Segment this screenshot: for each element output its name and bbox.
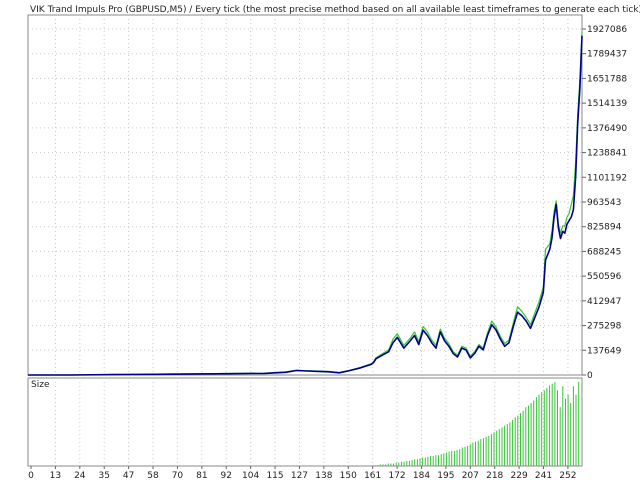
x-tick-label: 58 — [147, 471, 159, 480]
y-tick-label: 550596 — [587, 272, 622, 282]
x-tick-label: 161 — [364, 471, 381, 480]
x-tick-label: 207 — [462, 471, 479, 480]
y-tick-label: 1514139 — [587, 99, 627, 109]
equity-line — [28, 32, 583, 376]
y-axis: 1927086178943716517881514139137649012388… — [582, 25, 627, 381]
y-tick-label: 963543 — [587, 198, 621, 208]
x-tick-label: 241 — [535, 471, 552, 480]
y-tick-label: 275298 — [587, 322, 622, 332]
balance-plot — [27, 14, 583, 376]
balance-line — [28, 35, 583, 376]
x-tick-label: 81 — [196, 471, 207, 480]
x-tick-label: 104 — [242, 471, 259, 480]
x-tick-label: 252 — [559, 471, 576, 480]
size-plot — [27, 377, 583, 467]
y-tick-label: 1789437 — [587, 50, 627, 60]
size-frame — [27, 377, 583, 467]
x-tick-label: 218 — [486, 471, 503, 480]
size-pane-title: Size — [31, 380, 50, 390]
y-tick-label: 688245 — [587, 247, 621, 257]
y-tick-label: 1238841 — [587, 149, 627, 159]
x-tick-label: 35 — [98, 471, 109, 480]
y-tick-label: 412947 — [587, 297, 621, 307]
x-tick-label: 24 — [74, 471, 86, 480]
y-tick-label: 1927086 — [587, 25, 627, 35]
x-tick-label: 229 — [511, 471, 528, 480]
y-tick-label: 1101192 — [587, 173, 627, 183]
x-tick-label: 127 — [291, 471, 308, 480]
x-tick-label: 195 — [437, 471, 454, 480]
x-tick-label: 150 — [340, 471, 357, 480]
y-tick-label: 825894 — [587, 223, 622, 233]
y-tick-label: 0 — [587, 371, 593, 381]
x-tick-label: 0 — [28, 471, 34, 480]
x-axis: 0 13 24 35 47 58 70 81 92 104 115 127 138 150 161 172 18… — [28, 466, 577, 480]
x-tick-label: 92 — [221, 471, 232, 480]
x-tick-label: 47 — [123, 471, 134, 480]
x-tick-label: 184 — [413, 471, 430, 480]
y-tick-label: 137649 — [587, 346, 622, 356]
x-tick-label: 70 — [172, 471, 184, 480]
y-tick-label: 1376490 — [587, 124, 627, 134]
y-tick-label: 1651788 — [587, 74, 627, 84]
x-tick-label: 13 — [50, 471, 61, 480]
chart-title: VIK Trand Impuls Pro (GBPUSD,M5) / Every… — [30, 5, 640, 15]
x-tick-label: 115 — [266, 471, 283, 480]
x-tick-label: 172 — [388, 471, 405, 480]
plot-frame — [27, 14, 583, 376]
x-tick-label: 138 — [315, 471, 332, 480]
